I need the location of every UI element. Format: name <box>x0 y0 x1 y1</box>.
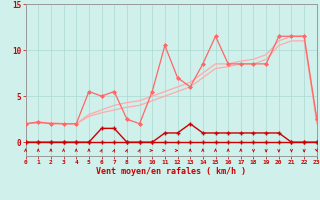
X-axis label: Vent moyen/en rafales ( km/h ): Vent moyen/en rafales ( km/h ) <box>96 167 246 176</box>
